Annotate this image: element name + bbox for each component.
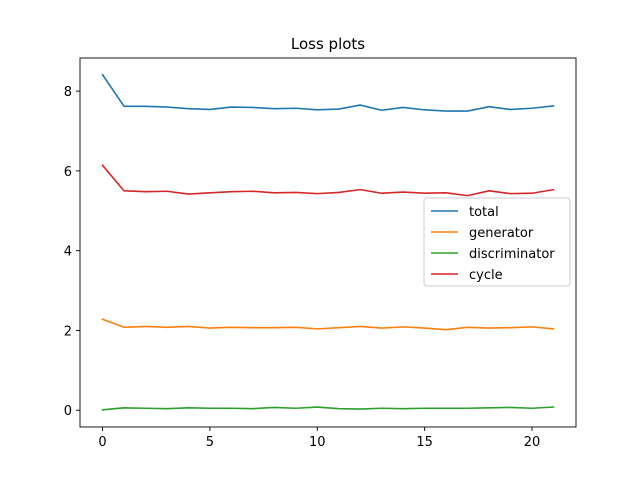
x-tick-label: 20 [524,435,541,450]
legend-label-generator: generator [469,226,534,241]
axes-layer: 0 5 10 15 20 0 2 4 6 8 [64,57,577,450]
x-tick-label: 5 [206,435,214,450]
series-line-discriminator [101,406,555,411]
legend-label-total: total [469,205,499,220]
series-line-total [101,73,555,112]
x-tick-label: 15 [416,435,433,450]
x-tick-label: 0 [98,435,106,450]
legend-label-discriminator: discriminator [469,247,555,262]
series-layer [101,73,555,411]
legend-box [423,197,571,287]
y-tick-label: 2 [64,324,72,339]
legend-label-cycle: cycle [469,268,503,283]
chart-title: Loss plots [291,35,365,53]
x-tick-label: 10 [309,435,326,450]
y-tick-label: 4 [64,245,72,260]
y-tick-label: 8 [64,85,72,100]
y-tick-label: 0 [64,404,72,419]
series-line-generator [101,318,555,331]
plot-frame [79,57,577,428]
y-tick-label: 6 [64,165,72,180]
series-line-cycle [101,164,555,197]
legend: total generator discriminator cycle [423,197,571,287]
